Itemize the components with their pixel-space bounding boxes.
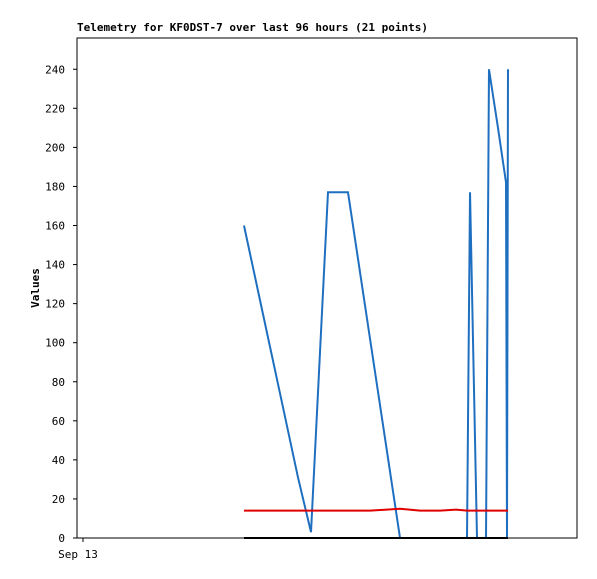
y-tick-label: 120	[45, 298, 65, 311]
y-axis-label: Values	[29, 268, 42, 308]
series-line	[243, 507, 508, 512]
y-tick-label: 100	[45, 337, 65, 350]
y-tick-label: 140	[45, 259, 65, 272]
y-tick-label: 180	[45, 180, 65, 193]
y-tick-label: 200	[45, 141, 65, 154]
y-tick-label: 80	[52, 376, 65, 389]
y-tick-label: 40	[52, 454, 65, 467]
chart-title: Telemetry for KF0DST-7 over last 96 hour…	[77, 21, 428, 34]
y-tick-label: 0	[58, 532, 65, 545]
x-tick-label: Sep 13	[58, 548, 98, 561]
y-tick-label: 60	[52, 415, 65, 428]
y-tick-label: 20	[52, 493, 65, 506]
y-tick-label: 160	[45, 220, 65, 233]
y-tick-label: 240	[45, 63, 65, 76]
y-tick-label: 220	[45, 102, 65, 115]
